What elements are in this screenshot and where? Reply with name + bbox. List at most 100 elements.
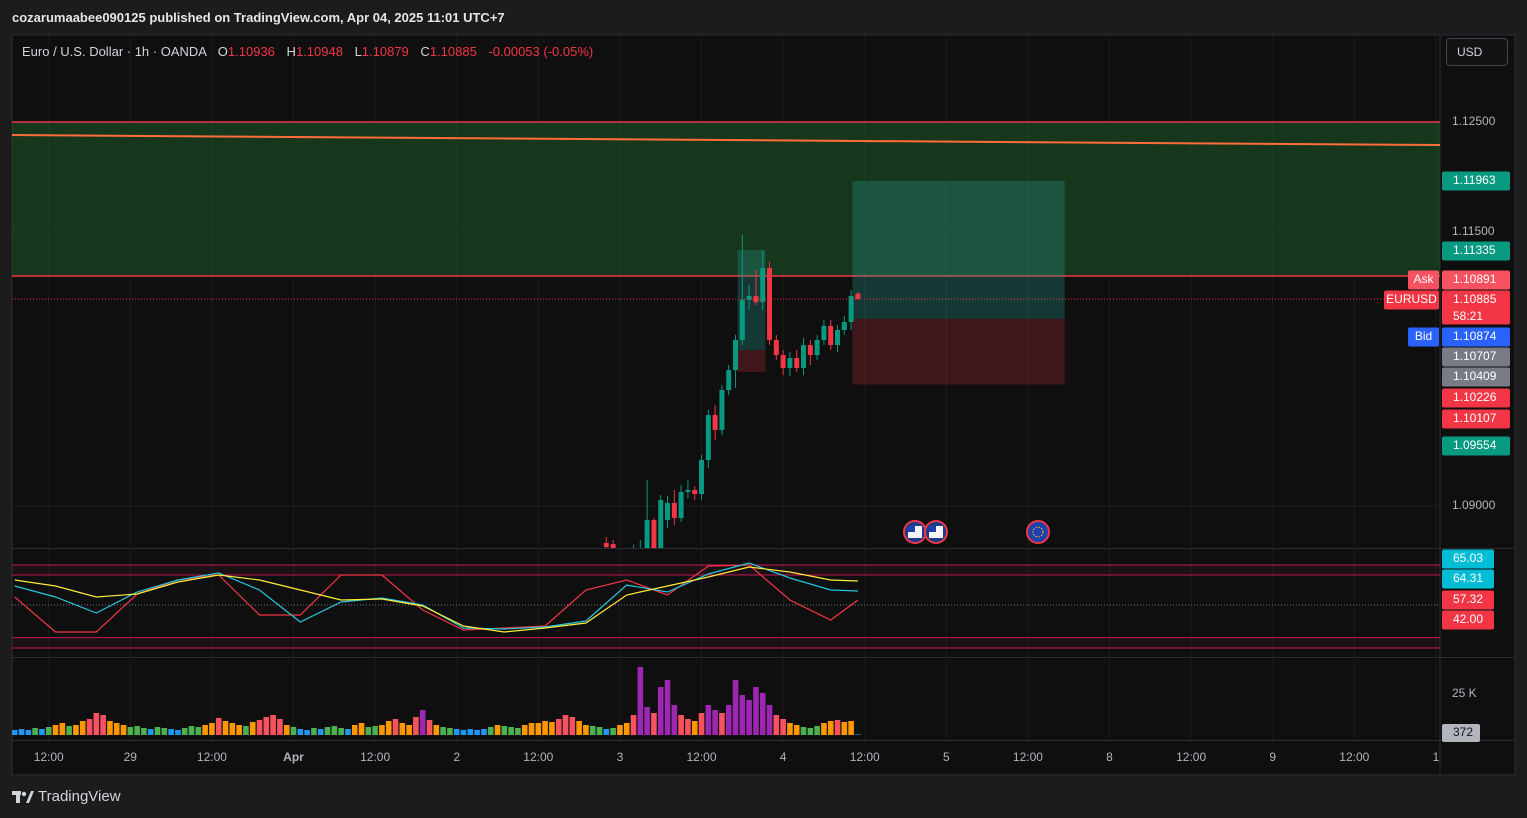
oscillator-line	[14, 564, 859, 633]
candle-body	[746, 295, 752, 300]
volume-bar	[821, 722, 827, 735]
volume-bar	[562, 714, 569, 735]
profit-zone	[852, 180, 1065, 319]
volume-bar	[290, 726, 297, 735]
candle-body	[658, 499, 664, 548]
countdown: 58:21	[1453, 309, 1483, 323]
volume-bar	[297, 728, 304, 735]
price-label: 1.09554	[1453, 438, 1497, 452]
volume-bar	[759, 692, 766, 735]
x-tick-label: 12:00	[360, 750, 390, 764]
y-tick-label: 25 K	[1452, 686, 1477, 700]
volume-bar	[202, 724, 208, 735]
volume-bar	[392, 718, 399, 735]
candle-body	[644, 520, 650, 548]
footer: TradingView	[12, 788, 121, 805]
price-label-box	[1442, 171, 1510, 191]
volume-bar	[256, 719, 263, 735]
volume-bar	[12, 729, 18, 735]
value-tag-box	[1442, 610, 1494, 630]
volume-bar	[712, 709, 718, 735]
trend-line	[12, 134, 1440, 147]
band-fill	[12, 565, 1440, 575]
y-tick-label: 1.11500	[1452, 224, 1495, 238]
volume-bar	[331, 725, 338, 735]
event-icons	[903, 520, 1050, 544]
x-tick-label: 12:00	[687, 750, 717, 764]
volume-bar	[535, 722, 542, 735]
candle-body	[665, 503, 671, 521]
volume-bar	[249, 721, 256, 735]
volume-bar	[603, 728, 610, 735]
candle-body	[767, 268, 773, 340]
y-tick-label: 1.12500	[1452, 114, 1496, 128]
volume-bar	[39, 728, 45, 735]
volume-bar	[161, 727, 168, 735]
event-icon[interactable]	[1026, 520, 1050, 544]
candle-body	[760, 268, 766, 303]
price-label-box	[1442, 436, 1510, 456]
axes: 12:00 29 12:00 Apr 12:00 2 12:00 3 12:00 4 12:00 5 1…	[34, 114, 1510, 764]
volume-bar	[141, 727, 147, 735]
volume-bar	[474, 729, 480, 735]
oscillator-line	[14, 566, 858, 633]
price-label-box	[1442, 409, 1510, 429]
volume-bar	[32, 727, 38, 735]
currency-button[interactable]: USD	[1446, 38, 1508, 66]
price-label-box	[1442, 241, 1510, 261]
candle-body	[651, 520, 657, 548]
x-tick-label: 12:00	[1013, 750, 1043, 764]
volume-bar	[732, 679, 739, 735]
volume-bar	[175, 729, 181, 735]
value-tag-box	[1442, 549, 1494, 569]
band-fill	[12, 637, 1440, 648]
volume-bar	[45, 726, 52, 735]
candle-body	[807, 345, 813, 356]
volume-bar	[86, 718, 93, 735]
candle-body	[835, 330, 841, 346]
candle-body	[671, 503, 677, 519]
volume-bar	[25, 729, 32, 735]
candle-body	[780, 355, 786, 368]
volume-bar	[637, 666, 644, 735]
volume-bar	[66, 725, 72, 735]
price-label: 1.10226	[1453, 390, 1497, 404]
volume-bar	[698, 712, 705, 735]
x-tick-label: 12:00	[1176, 750, 1206, 764]
value-tag: 65.03	[1453, 551, 1483, 565]
volume-bar	[134, 725, 140, 735]
volume-bar	[263, 716, 270, 735]
loss-zone	[737, 349, 766, 373]
volume-bar	[351, 724, 358, 735]
volume-bar	[93, 712, 100, 735]
volume-bar	[501, 725, 508, 735]
value-tag: 42.00	[1453, 612, 1483, 626]
price-tag-box	[1384, 290, 1439, 310]
x-tick-label: 12:00	[523, 750, 553, 764]
volume-tag: 372	[1453, 725, 1473, 739]
x-tick-label: 12:00	[1339, 750, 1369, 764]
price-label-box	[1442, 327, 1510, 347]
volume-bar	[338, 727, 344, 735]
volume-bar	[426, 719, 433, 735]
price-tag: Bid	[1415, 329, 1432, 343]
volume-pane	[12, 666, 861, 735]
volume-bar	[100, 714, 106, 735]
price-label: 1.10891	[1453, 272, 1497, 286]
zone	[12, 121, 1440, 277]
volume-bar	[664, 679, 671, 735]
candle-body	[719, 390, 725, 430]
value-tag: 57.32	[1453, 592, 1483, 606]
volume-bar	[671, 704, 678, 735]
candle-body	[603, 542, 609, 548]
volume-bar	[324, 726, 331, 735]
volume-bar	[814, 725, 820, 735]
volume-bar	[379, 724, 385, 735]
volume-bar	[725, 704, 732, 735]
price-label: 1.10874	[1453, 329, 1497, 343]
volume-bar	[644, 706, 650, 735]
candle-body	[828, 325, 834, 346]
volume-bar	[188, 725, 195, 735]
candle-body	[739, 299, 745, 340]
